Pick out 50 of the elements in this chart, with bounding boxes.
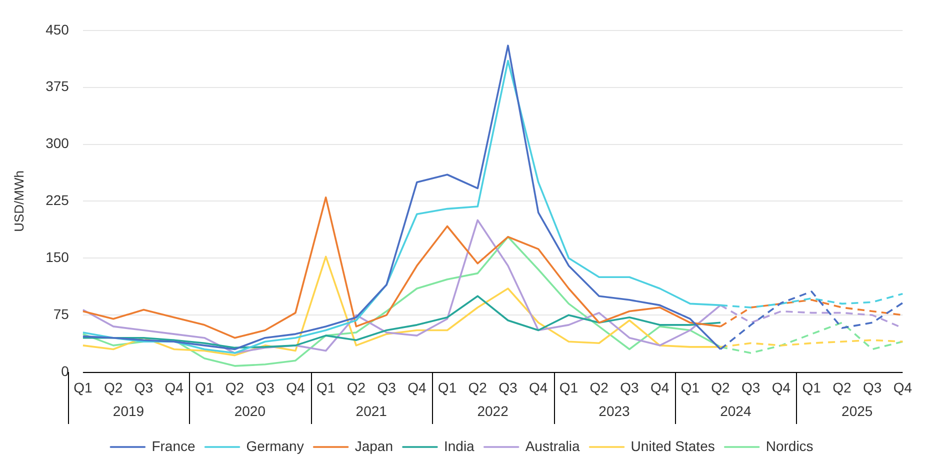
x-tick-label: Q3 — [862, 379, 882, 396]
y-axis-title: USD/MWh — [11, 170, 26, 232]
x-tick-label: Q1 — [559, 379, 578, 396]
legend-label: Australia — [525, 438, 580, 454]
legend-label: Germany — [246, 438, 304, 454]
legend-label: Japan — [354, 438, 393, 454]
x-tick-label: Q1 — [802, 379, 822, 396]
legend-label: France — [152, 438, 196, 454]
legend-label: United States — [630, 438, 715, 454]
text: 2019 — [112, 402, 144, 419]
x-tick-label: Q2 — [346, 379, 366, 396]
x-tick-label: Q1 — [316, 379, 336, 396]
x-tick-label: Q3 — [498, 379, 518, 396]
x-tick-label: Q2 — [832, 379, 852, 396]
x-tick-label: Q4 — [529, 379, 548, 396]
x-tick-label: Q2 — [104, 379, 123, 396]
text: 2023 — [598, 402, 630, 419]
x-tick-label: Q2 — [468, 379, 488, 396]
x-tick-label: Q2 — [590, 379, 609, 396]
y-tick-label: 300 — [46, 135, 70, 152]
text: 2020 — [234, 402, 266, 419]
y-tick-label: 375 — [46, 78, 70, 94]
y-tick-label: 75 — [53, 306, 70, 322]
x-tick-label: Q4 — [408, 379, 426, 396]
y-tick-label: 225 — [46, 192, 70, 208]
text: 2021 — [356, 402, 388, 419]
x-tick-label: Q4 — [286, 379, 306, 396]
x-tick-label: Q4 — [893, 379, 912, 396]
x-tick-label: Q1 — [438, 379, 457, 396]
x-tick-label: Q3 — [256, 379, 275, 396]
x-tick-label: Q3 — [620, 379, 639, 396]
y-tick-label: 150 — [46, 248, 70, 265]
x-tick-label: Q2 — [225, 379, 244, 396]
x-tick-label: Q4 — [164, 379, 184, 396]
x-tick-label: Q4 — [650, 379, 670, 396]
text: 2022 — [477, 402, 509, 419]
text: 2025 — [842, 402, 873, 419]
x-tick-label: Q2 — [711, 379, 730, 396]
y-tick-label: 450 — [46, 21, 70, 38]
x-tick-label: Q3 — [377, 379, 396, 396]
legend-label: Nordics — [766, 438, 814, 454]
x-tick-label: Q3 — [134, 379, 154, 396]
x-tick-label: Q4 — [772, 379, 791, 396]
x-tick-label: Q1 — [195, 379, 214, 396]
x-tick-label: Q1 — [74, 379, 93, 396]
x-tick-label: Q1 — [680, 379, 700, 396]
y-tick-label: 0 — [61, 362, 70, 379]
legend-label: India — [444, 438, 475, 454]
text: 2024 — [720, 402, 752, 419]
x-tick-label: Q3 — [742, 379, 760, 396]
